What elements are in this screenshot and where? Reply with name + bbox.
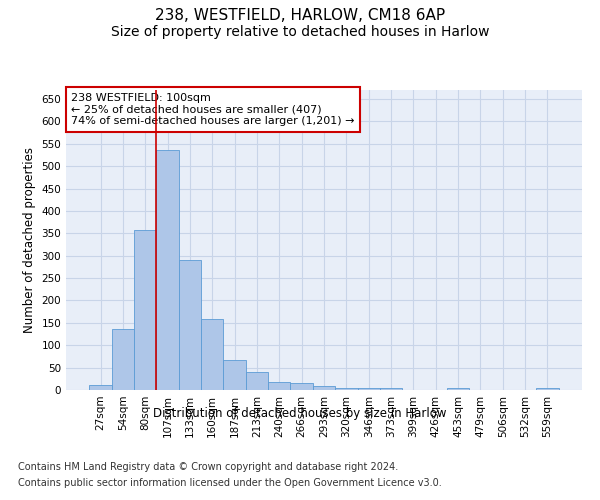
Bar: [179, 260, 201, 390]
Bar: [447, 388, 469, 390]
Bar: [89, 384, 112, 390]
Text: 238 WESTFIELD: 100sqm
← 25% of detached houses are smaller (407)
74% of semi-det: 238 WESTFIELD: 100sqm ← 25% of detached …: [71, 93, 355, 126]
Bar: [201, 320, 223, 390]
Bar: [290, 384, 313, 390]
Bar: [268, 382, 290, 390]
Y-axis label: Number of detached properties: Number of detached properties: [23, 147, 36, 333]
Text: 238, WESTFIELD, HARLOW, CM18 6AP: 238, WESTFIELD, HARLOW, CM18 6AP: [155, 8, 445, 22]
Bar: [157, 150, 179, 390]
Bar: [335, 388, 358, 390]
Text: Distribution of detached houses by size in Harlow: Distribution of detached houses by size …: [153, 408, 447, 420]
Bar: [134, 230, 157, 390]
Bar: [223, 360, 246, 390]
Bar: [536, 388, 559, 390]
Bar: [112, 328, 134, 390]
Bar: [380, 388, 402, 390]
Bar: [313, 386, 335, 390]
Text: Size of property relative to detached houses in Harlow: Size of property relative to detached ho…: [111, 25, 489, 39]
Bar: [246, 372, 268, 390]
Bar: [358, 388, 380, 390]
Text: Contains HM Land Registry data © Crown copyright and database right 2024.: Contains HM Land Registry data © Crown c…: [18, 462, 398, 472]
Text: Contains public sector information licensed under the Open Government Licence v3: Contains public sector information licen…: [18, 478, 442, 488]
